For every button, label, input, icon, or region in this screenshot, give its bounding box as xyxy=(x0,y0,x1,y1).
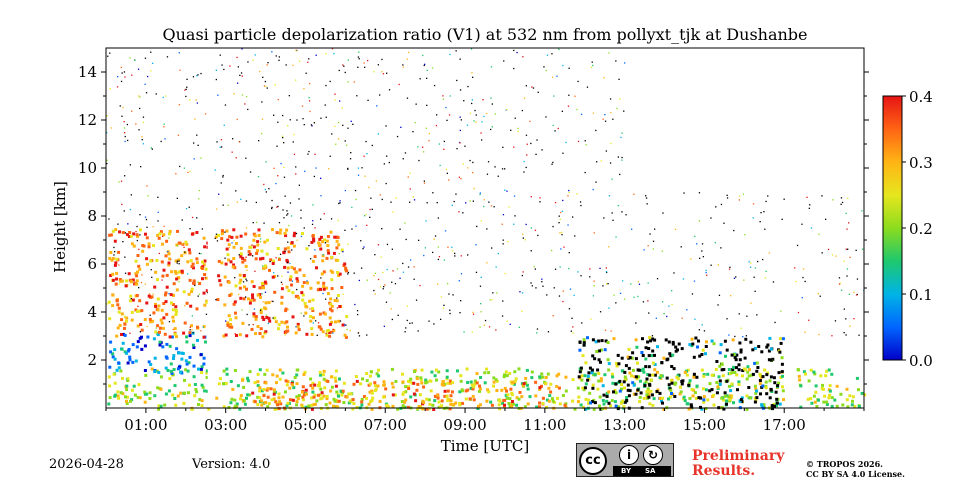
plot-data-layer xyxy=(106,48,867,411)
footer-version: Version: 4.0 xyxy=(192,457,271,472)
y-tick-label: 4 xyxy=(87,303,97,321)
chart-title: Quasi particle depolarization ratio (V1)… xyxy=(162,25,808,44)
cc-logo-icon: cc xyxy=(579,447,607,475)
y-tick-label: 14 xyxy=(78,63,97,81)
y-axis-label: Height [km] xyxy=(51,181,69,273)
colorbar-tick-label: 0.3 xyxy=(909,154,933,172)
region-dust-near-surface xyxy=(251,379,567,411)
x-tick-label: 05:00 xyxy=(284,416,327,434)
x-tick-label: 17:00 xyxy=(763,416,806,434)
cc-license-badge: cc i ↻ BY SA xyxy=(576,443,674,477)
colorbar-tick-label: 0.0 xyxy=(909,352,933,370)
colorbar-tick-label: 0.1 xyxy=(909,286,933,304)
colorbar xyxy=(882,95,903,361)
plot-frame xyxy=(105,47,865,409)
region-lower-aerosol-layer xyxy=(108,331,209,375)
y-tick-label: 6 xyxy=(87,255,97,273)
colorbar-tick-label: 0.4 xyxy=(909,88,933,106)
share-alike-icon: ↻ xyxy=(643,445,663,465)
license-line2: CC BY SA 4.0 License. xyxy=(806,469,905,479)
preliminary-line1: Preliminary xyxy=(692,448,785,464)
y-axis: 2 4 6 8 10 12 14 xyxy=(78,63,869,385)
y-tick-label: 10 xyxy=(78,159,97,177)
x-tick-label: 13:00 xyxy=(603,416,646,434)
footer-date: 2026-04-28 xyxy=(49,457,124,472)
x-tick-label: 07:00 xyxy=(364,416,407,434)
attribution-icon: i xyxy=(619,445,639,465)
colorbar-axis: 0.0 0.1 0.2 0.3 0.4 xyxy=(902,88,933,370)
cc-by-label: BY xyxy=(621,467,632,475)
x-tick-label: 01:00 xyxy=(124,416,167,434)
x-tick-label: 09:00 xyxy=(443,416,486,434)
y-tick-label: 8 xyxy=(87,207,97,225)
x-axis: 01:00 03:00 05:00 07:00 09:00 11:00 13:00 15:00… xyxy=(105,408,865,434)
cc-sa-label: SA xyxy=(645,467,656,475)
y-tick-label: 2 xyxy=(87,351,97,369)
x-tick-label: 03:00 xyxy=(204,416,247,434)
noise-speckle xyxy=(106,48,865,338)
preliminary-line2: Results. xyxy=(692,463,756,479)
data-gap-0 xyxy=(207,48,215,408)
x-tick-label: 11:00 xyxy=(523,416,566,434)
y-tick-label: 12 xyxy=(78,111,97,129)
license-line1: © TROPOS 2026. xyxy=(806,459,883,469)
colorbar-tick-label: 0.2 xyxy=(909,220,933,238)
x-axis-label: Time [UTC] xyxy=(440,437,530,455)
data-gap-1 xyxy=(786,48,793,408)
region-elevated-dust-layer xyxy=(107,228,349,339)
x-tick-label: 15:00 xyxy=(683,416,726,434)
